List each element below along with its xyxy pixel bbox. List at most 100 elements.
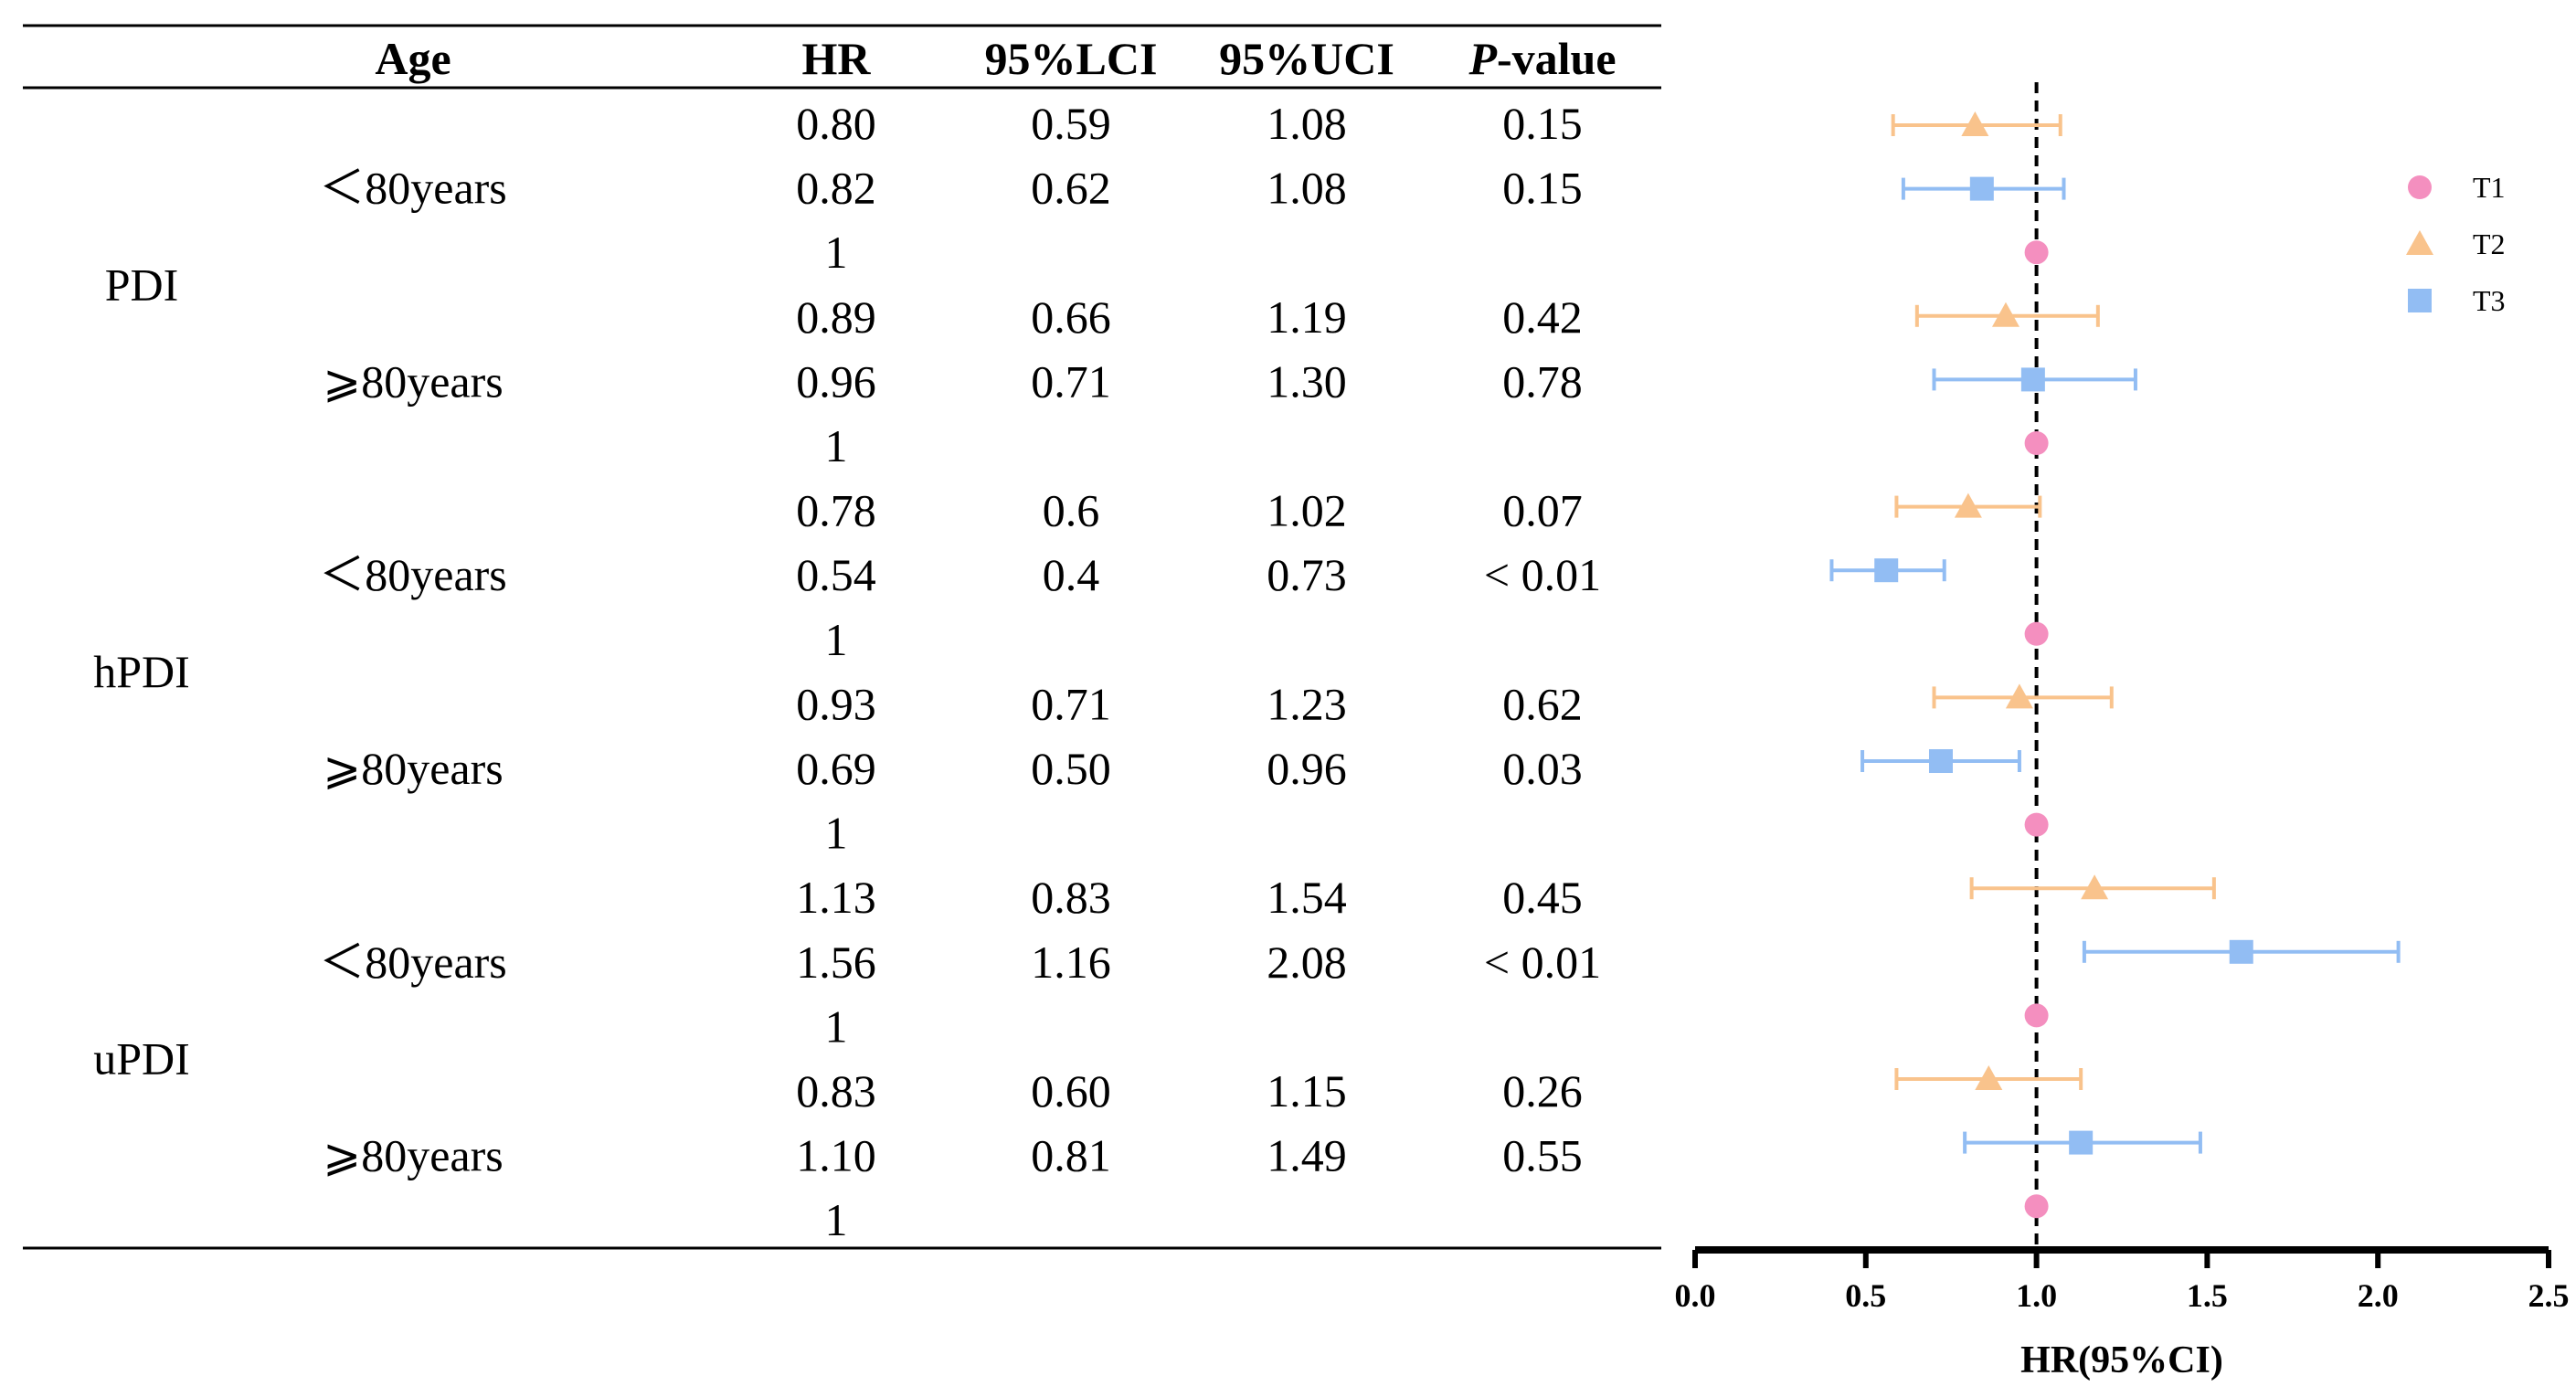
- point-marker: [2024, 1003, 2049, 1028]
- cell-lci: 0.71: [1031, 355, 1111, 407]
- point-t3: [1963, 1130, 2202, 1155]
- point-t2: [1891, 111, 2062, 136]
- cell-hr: 1.13: [796, 872, 876, 923]
- cell-hr: 0.96: [796, 355, 876, 407]
- x-tick-label: 0.0: [1675, 1277, 1716, 1314]
- cell-lci: 0.60: [1031, 1065, 1111, 1117]
- subgroup-label: ⩾80years: [323, 1130, 503, 1181]
- subgroup-label: ＜80years: [319, 937, 507, 988]
- point-t1: [2024, 240, 2049, 265]
- point-marker: [2005, 683, 2033, 709]
- header-age: Age: [375, 33, 451, 84]
- cell-hr: 1: [825, 1194, 848, 1245]
- legend: T1 T2 T3: [2406, 171, 2506, 317]
- point-marker: [1961, 111, 1989, 136]
- cell-lci: 1.16: [1031, 937, 1111, 988]
- header-uci: 95%UCI: [1219, 33, 1394, 84]
- cell-hr: 0.80: [796, 98, 876, 149]
- legend-item-t1: T1: [2408, 171, 2506, 204]
- cell-p: 0.42: [1502, 291, 1583, 343]
- point-marker: [2024, 812, 2049, 837]
- cell-p: < 0.01: [1484, 937, 1601, 988]
- legend-item-t2: T2: [2406, 228, 2506, 260]
- legend-marker: [2408, 289, 2432, 312]
- cell-p: 0.45: [1502, 872, 1583, 923]
- point-t2: [1894, 492, 2042, 518]
- cell-hr: 1: [825, 420, 848, 471]
- point-t1: [2024, 812, 2049, 837]
- point-marker: [2020, 367, 2045, 392]
- cell-uci: 1.15: [1267, 1065, 1347, 1117]
- point-t1: [2024, 1003, 2049, 1028]
- cell-hr: 0.93: [796, 678, 876, 729]
- cell-uci: 1.08: [1267, 98, 1347, 149]
- cell-uci: 1.54: [1267, 872, 1347, 923]
- legend-marker: [2408, 175, 2432, 199]
- subgroup-label: ⩾80years: [323, 743, 503, 794]
- cell-hr: 1: [825, 614, 848, 665]
- legend-marker: [2406, 230, 2433, 255]
- cell-p: 0.15: [1502, 163, 1583, 214]
- cell-lci: 0.62: [1031, 163, 1111, 214]
- point-marker: [2229, 939, 2253, 964]
- group-label: PDI: [105, 259, 179, 311]
- x-tick-label: 2.0: [2358, 1277, 2399, 1314]
- point-t3: [1860, 749, 2021, 773]
- point-marker: [2024, 431, 2049, 455]
- header-lci: 95%LCI: [985, 33, 1158, 84]
- cell-uci: 2.08: [1267, 937, 1347, 988]
- point-t3: [1829, 558, 1946, 583]
- cell-lci: 0.66: [1031, 291, 1111, 343]
- cell-hr: 1: [825, 1000, 848, 1052]
- point-marker: [1975, 1065, 2003, 1090]
- cell-hr: 1: [825, 227, 848, 278]
- cell-hr: 0.83: [796, 1065, 876, 1117]
- cell-uci: 1.19: [1267, 291, 1347, 343]
- x-tick-label: 1.0: [2016, 1277, 2057, 1314]
- cell-p: 0.15: [1502, 98, 1583, 149]
- subgroup-label: ＜80years: [319, 549, 507, 600]
- cell-lci: 0.4: [1043, 549, 1100, 600]
- x-tick-label: 2.5: [2528, 1277, 2570, 1314]
- x-axis-label: HR(95%CI): [2020, 1339, 2223, 1381]
- subgroup-label: ⩾80years: [323, 355, 503, 407]
- legend-label: T3: [2473, 284, 2506, 317]
- subgroup-label: ＜80years: [319, 163, 507, 214]
- header-p-rest: -value: [1497, 33, 1617, 84]
- cell-hr: 1.10: [796, 1130, 876, 1181]
- cell-uci: 0.96: [1267, 743, 1347, 794]
- point-t3: [1901, 176, 2066, 201]
- x-tick-label: 0.5: [1845, 1277, 1886, 1314]
- cell-uci: 1.23: [1267, 678, 1347, 729]
- point-t1: [2024, 431, 2049, 455]
- header-hr: HR: [802, 33, 872, 84]
- cell-lci: 0.81: [1031, 1130, 1111, 1181]
- legend-label: T2: [2473, 228, 2506, 260]
- point-marker: [1874, 558, 1899, 583]
- point-t2: [1914, 302, 2100, 327]
- cell-hr: 1: [825, 808, 848, 859]
- cell-lci: 0.59: [1031, 98, 1111, 149]
- cell-lci: 0.50: [1031, 743, 1111, 794]
- header-pvalue: P-value: [1468, 33, 1616, 84]
- plot-area: 0.0 0.5 1.0 1.5 2.0 2.5 HR(95%CI) T1 T2 T3: [1675, 82, 2570, 1381]
- point-marker: [1969, 176, 1994, 201]
- legend-label: T1: [2473, 171, 2506, 204]
- group-label: uPDI: [93, 1033, 190, 1085]
- cell-p: 0.26: [1502, 1065, 1583, 1117]
- cell-hr: 0.82: [796, 163, 876, 214]
- point-marker: [2069, 1130, 2094, 1155]
- cell-p: 0.62: [1502, 678, 1583, 729]
- cell-p: 0.55: [1502, 1130, 1583, 1181]
- cell-hr: 0.89: [796, 291, 876, 343]
- point-marker: [2081, 874, 2109, 900]
- point-marker: [2024, 240, 2049, 265]
- point-t3: [2082, 939, 2401, 964]
- point-marker: [1954, 492, 1982, 518]
- cell-p: 0.07: [1502, 485, 1583, 536]
- cell-hr: 1.56: [796, 937, 876, 988]
- point-marker: [1928, 749, 1953, 773]
- point-t3: [1932, 367, 2137, 392]
- x-tick-label: 1.5: [2187, 1277, 2228, 1314]
